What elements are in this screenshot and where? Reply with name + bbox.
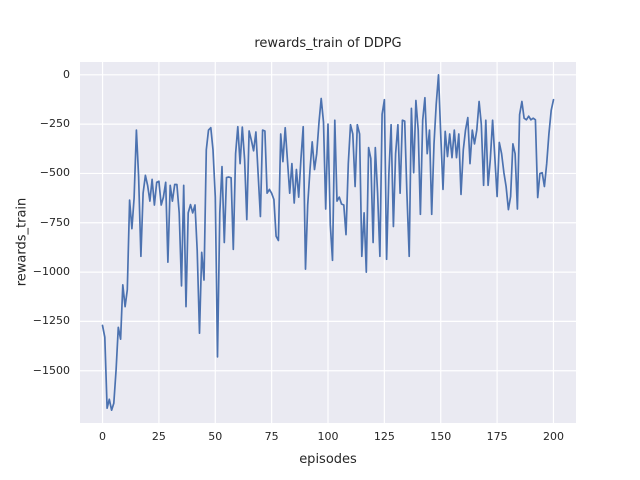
x-axis-label: episodes bbox=[299, 452, 357, 467]
x-tick-label: 150 bbox=[430, 430, 452, 443]
y-tick-label: −1500 bbox=[32, 363, 70, 377]
x-tick-label: 200 bbox=[542, 430, 564, 443]
y-tick-label: −500 bbox=[39, 166, 70, 180]
y-tick-label: −1000 bbox=[32, 265, 70, 279]
chart-title: rewards_train of DDPG bbox=[254, 36, 402, 51]
y-tick-label: −750 bbox=[39, 215, 70, 229]
y-tick-label: −1250 bbox=[32, 314, 70, 328]
x-tick-label: 100 bbox=[317, 430, 339, 443]
x-tick-label: 75 bbox=[264, 430, 279, 443]
rewards-line bbox=[101, 73, 555, 412]
y-tick-label: −250 bbox=[39, 117, 70, 131]
x-tick-label: 0 bbox=[99, 430, 107, 443]
x-tick-label: 25 bbox=[151, 430, 166, 443]
x-tick-label: 125 bbox=[373, 430, 395, 443]
x-tick-label: 50 bbox=[208, 430, 223, 443]
x-tick-label: 175 bbox=[486, 430, 508, 443]
y-tick-label: 0 bbox=[63, 67, 70, 81]
